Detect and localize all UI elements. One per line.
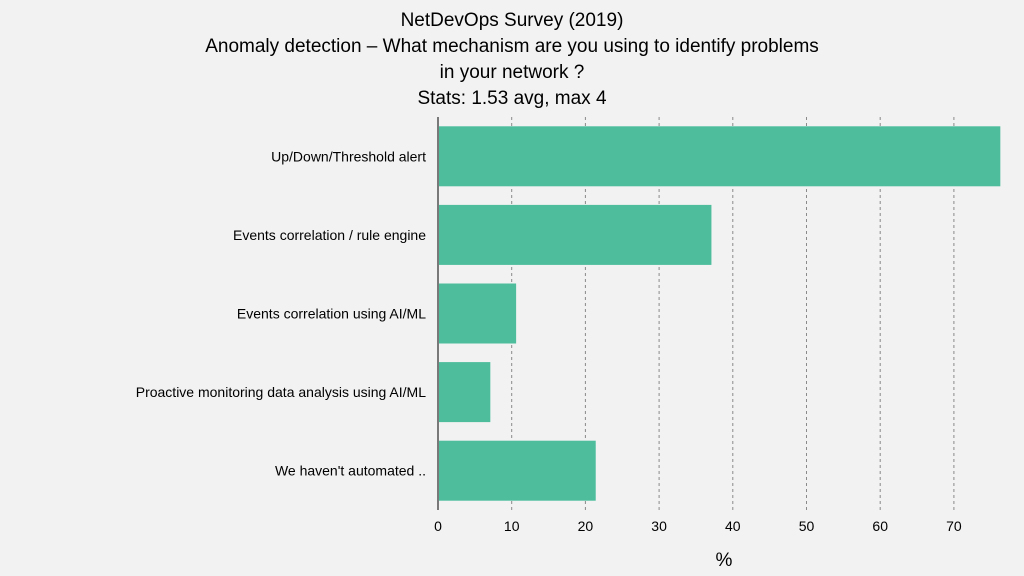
category-label: Proactive monitoring data analysis using… bbox=[136, 384, 426, 400]
title-line-3: in your network ? bbox=[439, 62, 585, 83]
title-line-2: Anomaly detection – What mechanism are y… bbox=[205, 36, 819, 57]
title-line-4: Stats: 1.53 avg, max 4 bbox=[417, 88, 607, 109]
x-tick-label: 0 bbox=[434, 518, 442, 534]
x-axis-title: % bbox=[716, 550, 733, 571]
bar bbox=[439, 440, 596, 501]
chart-title: NetDevOps Survey (2019) Anomaly detectio… bbox=[0, 8, 1024, 112]
x-tick-label: 10 bbox=[504, 518, 520, 534]
x-tick-label: 30 bbox=[651, 518, 667, 534]
x-tick-label: 40 bbox=[725, 518, 741, 534]
bar bbox=[439, 283, 517, 344]
category-label: Up/Down/Threshold alert bbox=[271, 148, 426, 164]
title-line-1: NetDevOps Survey (2019) bbox=[400, 10, 624, 31]
x-tick-label: 70 bbox=[946, 518, 962, 534]
category-label: Events correlation using AI/ML bbox=[237, 306, 426, 322]
x-tick-label: 60 bbox=[872, 518, 888, 534]
category-label: Events correlation / rule engine bbox=[233, 227, 426, 243]
category-label: We haven't automated .. bbox=[275, 463, 426, 479]
bar bbox=[439, 204, 712, 265]
bar bbox=[439, 126, 1001, 187]
bar bbox=[439, 362, 491, 423]
x-tick-label: 50 bbox=[799, 518, 815, 534]
x-tick-label: 20 bbox=[578, 518, 594, 534]
